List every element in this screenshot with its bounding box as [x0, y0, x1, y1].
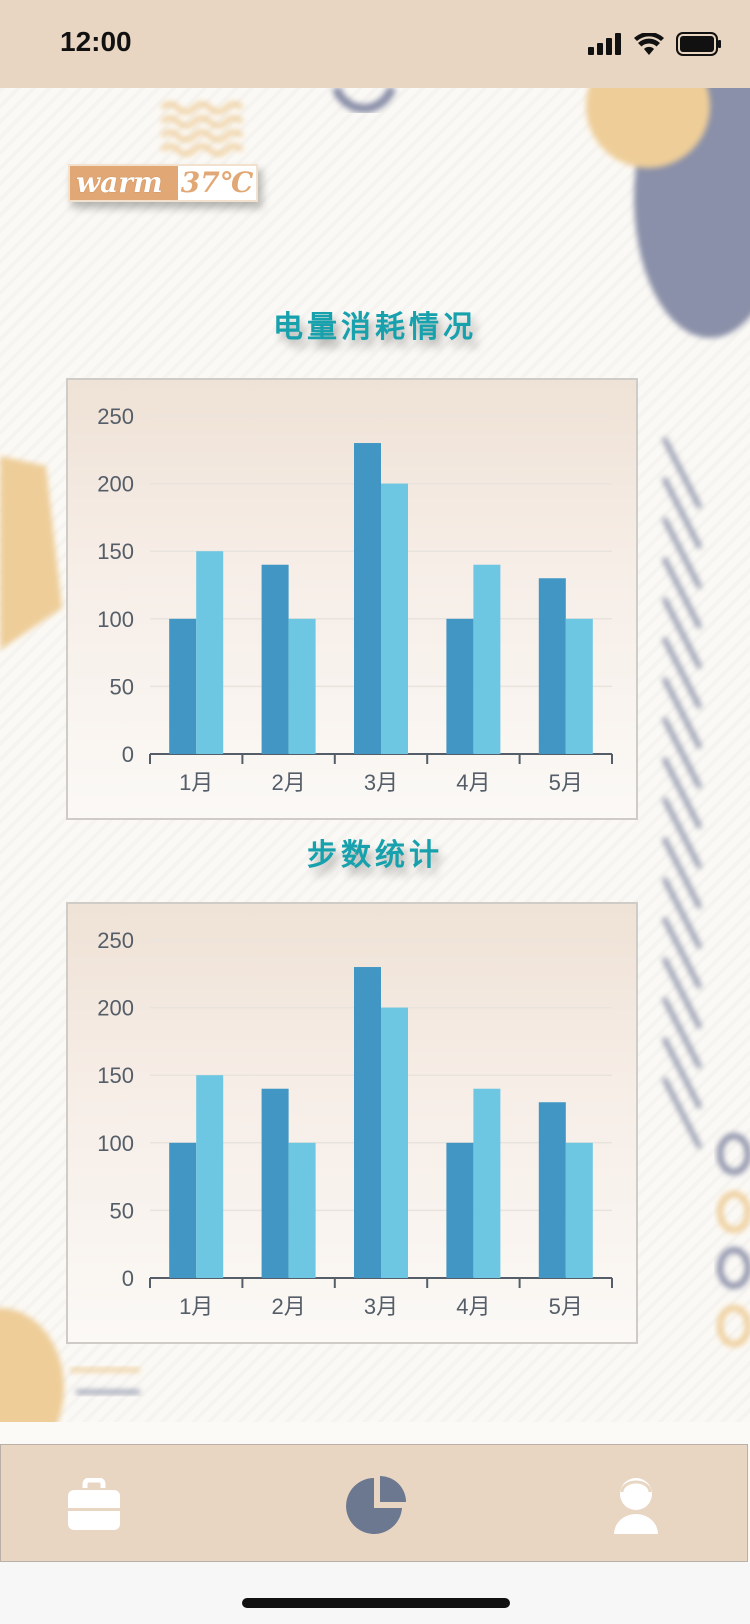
x-tick-label: 1月: [179, 1294, 213, 1319]
y-tick-label: 150: [97, 1063, 134, 1088]
tab-briefcase[interactable]: [59, 1471, 129, 1541]
power-chart-card: 0 50 100 150 200 250 1月 2月 3月 4月 5月: [66, 378, 638, 820]
battery-icon: [676, 32, 721, 56]
bar-series-2: [473, 1088, 501, 1278]
decoration-shapes: [0, 88, 750, 1422]
power-bar-chart: 0 50 100 150 200 250 1月 2月 3月 4月 5月: [97, 404, 613, 795]
bar-series-1: [169, 618, 197, 754]
section-title-steps: 步数统计: [307, 838, 443, 873]
tab-profile[interactable]: [601, 1471, 671, 1541]
bar-series-2: [288, 618, 316, 754]
bar-series-1: [169, 1142, 197, 1278]
bar-series-2: [565, 1142, 593, 1278]
y-tick-label: 0: [122, 1266, 134, 1291]
bar-series-1: [538, 1102, 566, 1278]
section-title-power: 电量消耗情况: [273, 310, 477, 345]
bar-series-2: [288, 1142, 316, 1278]
bar-series-2: [196, 1075, 224, 1278]
x-tick-label: 5月: [549, 1294, 583, 1319]
y-tick-label: 250: [97, 928, 134, 953]
steps-chart-card: 0 50 100 150 200 250 1月 2月 3月 4月 5月: [66, 902, 638, 1344]
y-tick-label: 200: [97, 472, 134, 497]
x-tick-label: 4月: [456, 770, 490, 795]
signal-icon: [588, 33, 621, 55]
y-tick-label: 50: [110, 674, 134, 699]
x-tick-label: 4月: [456, 1294, 490, 1319]
bar-series-1: [446, 618, 474, 754]
wifi-icon: [634, 33, 664, 55]
bar-series-2: [196, 551, 224, 754]
bar-series-2: [381, 1007, 408, 1278]
y-tick-label: 50: [110, 1198, 134, 1223]
tab-statistics[interactable]: [341, 1471, 411, 1541]
bar-series-1: [538, 578, 566, 754]
status-icons: [588, 30, 722, 58]
x-tick-label: 3月: [364, 770, 398, 795]
bar-series-2: [381, 483, 408, 754]
bar-series-2: [565, 618, 593, 754]
user-icon: [614, 1478, 658, 1534]
briefcase-icon: [68, 1478, 120, 1530]
steps-bar-chart: 0 50 100 150 200 250 1月 2月 3月 4月 5月: [97, 928, 613, 1319]
logo-temperature: 37℃: [178, 166, 256, 200]
brand-logo: warm 37℃: [68, 164, 258, 202]
bar-series-1: [446, 1142, 474, 1278]
x-tick-label: 3月: [364, 1294, 398, 1319]
pie-chart-icon: [346, 1476, 406, 1534]
y-tick-label: 150: [97, 539, 134, 564]
home-indicator[interactable]: [242, 1598, 510, 1608]
y-tick-label: 200: [97, 996, 134, 1021]
y-tick-label: 100: [97, 1131, 134, 1156]
bar-series-1: [261, 564, 289, 754]
content-area: warm 37℃ 电量消耗情况 0 50 100 150 200 250 1月 2月 3月 4月 5…: [0, 88, 750, 1422]
bar-series-1: [261, 1088, 289, 1278]
x-tick-label: 2月: [271, 770, 305, 795]
tab-bar: [0, 1444, 748, 1562]
bar-series-2: [473, 564, 501, 754]
status-time: 12:00: [60, 26, 132, 57]
y-tick-label: 250: [97, 404, 134, 429]
x-tick-label: 5月: [549, 770, 583, 795]
status-bar: 12:00: [0, 0, 750, 88]
x-tick-label: 1月: [179, 770, 213, 795]
logo-word: warm: [70, 166, 178, 200]
bar-series-1: [354, 967, 381, 1278]
y-tick-label: 100: [97, 607, 134, 632]
bar-series-1: [354, 443, 381, 754]
x-tick-label: 2月: [271, 1294, 305, 1319]
home-indicator-area: [0, 1562, 750, 1624]
y-tick-label: 0: [122, 742, 134, 767]
